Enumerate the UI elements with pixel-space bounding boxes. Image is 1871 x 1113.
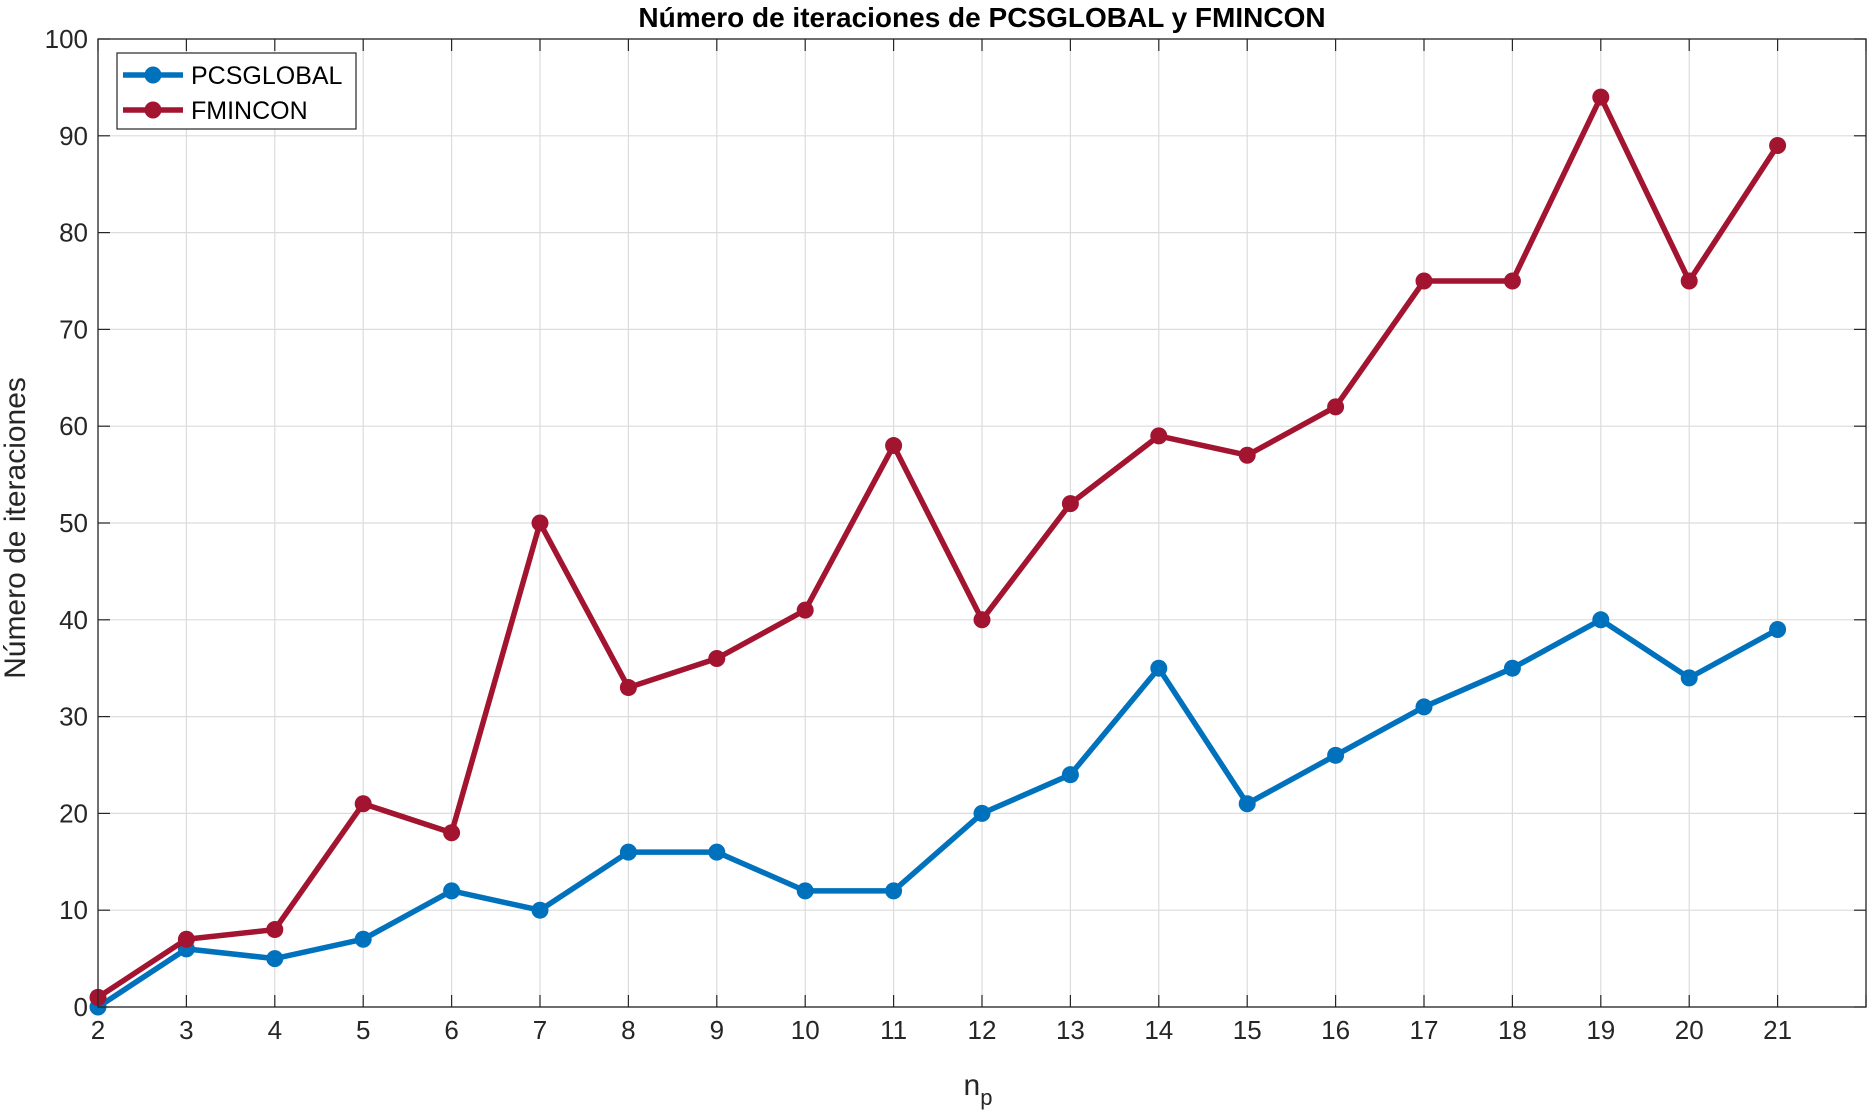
y-tick-label: 50 (59, 508, 88, 538)
data-point-pcsglobal (1150, 659, 1168, 677)
data-point-fmincon (1238, 446, 1256, 464)
x-tick-label: 3 (179, 1015, 193, 1045)
data-point-pcsglobal (1680, 669, 1698, 687)
y-tick-label: 40 (59, 605, 88, 635)
data-point-fmincon (885, 437, 903, 455)
x-tick-label: 14 (1144, 1015, 1173, 1045)
data-point-pcsglobal (973, 804, 991, 822)
data-point-pcsglobal (1592, 611, 1610, 629)
x-axis-label-main: n (964, 1069, 981, 1102)
y-tick-label: 60 (59, 411, 88, 441)
data-point-fmincon (354, 795, 372, 813)
data-point-fmincon (531, 514, 549, 532)
x-tick-labels: 2 3 4 5 6 7 8 9 10 11 12 13 14 15 16 17 18 19 20 21 (91, 1015, 1792, 1045)
x-tick-label: 10 (791, 1015, 820, 1045)
x-axis-label-subscript: p (980, 1085, 992, 1110)
x-tick-label: 7 (533, 1015, 547, 1045)
data-point-fmincon (1415, 272, 1433, 290)
data-point-fmincon (1150, 427, 1168, 445)
data-point-fmincon (1592, 88, 1610, 106)
x-tick-label: 5 (356, 1015, 370, 1045)
data-point-fmincon (796, 601, 814, 619)
legend-marker-fmincon (144, 101, 162, 119)
grid (97, 38, 1867, 1008)
data-point-fmincon (619, 679, 637, 697)
x-tick-label: 8 (621, 1015, 635, 1045)
legend-label-fmincon: FMINCON (191, 97, 308, 125)
y-tick-label: 70 (59, 314, 88, 344)
x-tick-label: 2 (91, 1015, 105, 1045)
series-line-fmincon (96, 94, 1780, 1000)
data-point-pcsglobal (531, 901, 549, 919)
x-tick-label: 18 (1498, 1015, 1527, 1045)
x-tick-label: 11 (880, 1015, 907, 1045)
x-tick-label: 4 (268, 1015, 282, 1045)
y-tick-label: 10 (59, 895, 88, 925)
data-point-fmincon (1680, 272, 1698, 290)
data-point-fmincon (1503, 272, 1521, 290)
legend: PCSGLOBAL FMINCON (116, 52, 357, 130)
data-point-fmincon (266, 921, 284, 939)
data-point-pcsglobal (1327, 746, 1345, 764)
x-tick-label: 20 (1675, 1015, 1704, 1045)
data-point-pcsglobal (1061, 766, 1079, 784)
data-point-fmincon (1327, 398, 1345, 416)
x-tick-label: 16 (1321, 1015, 1350, 1045)
legend-marker-pcsglobal (144, 66, 162, 84)
x-tick-label: 19 (1586, 1015, 1615, 1045)
data-point-fmincon (973, 611, 991, 629)
data-point-fmincon (1061, 495, 1079, 513)
data-point-pcsglobal (708, 843, 726, 861)
data-point-pcsglobal (354, 930, 372, 948)
x-tick-label: 9 (710, 1015, 724, 1045)
data-point-fmincon (1769, 136, 1787, 154)
x-tick-label: 21 (1763, 1015, 1792, 1045)
data-point-pcsglobal (1415, 698, 1433, 716)
y-tick-label: 0 (74, 992, 88, 1022)
series-lines (89, 88, 1787, 1016)
x-tick-label: 15 (1233, 1015, 1262, 1045)
y-tick-label: 90 (59, 121, 88, 151)
x-tick-label: 17 (1410, 1015, 1439, 1045)
x-axis-label: np (964, 1069, 993, 1110)
data-point-fmincon (177, 930, 195, 948)
chart-title: Número de iteraciones de PCSGLOBAL y FMI… (638, 2, 1325, 33)
y-axis-label: Número de iteraciones (0, 377, 32, 679)
data-point-pcsglobal (885, 882, 903, 900)
plot-border (97, 38, 1867, 1008)
x-tick-label: 6 (444, 1015, 458, 1045)
y-tick-label: 20 (59, 798, 88, 828)
x-tick-label: 12 (968, 1015, 997, 1045)
data-point-pcsglobal (1769, 620, 1787, 638)
data-point-pcsglobal (1238, 795, 1256, 813)
series-line-pcsglobal (96, 617, 1779, 1010)
data-point-pcsglobal (619, 843, 637, 861)
y-tick-label: 30 (59, 702, 88, 732)
data-point-pcsglobal (796, 882, 814, 900)
data-point-pcsglobal (1503, 659, 1521, 677)
y-tick-label: 80 (59, 218, 88, 248)
data-point-fmincon (708, 650, 726, 668)
x-tick-label: 13 (1056, 1015, 1085, 1045)
y-tick-label: 100 (45, 24, 88, 54)
y-tick-labels: 0 10 20 30 40 50 60 70 80 90 100 (45, 24, 88, 1022)
data-point-pcsglobal (266, 950, 284, 968)
data-point-pcsglobal (443, 882, 461, 900)
data-point-fmincon (443, 824, 461, 842)
legend-label-pcsglobal: PCSGLOBAL (191, 62, 343, 90)
